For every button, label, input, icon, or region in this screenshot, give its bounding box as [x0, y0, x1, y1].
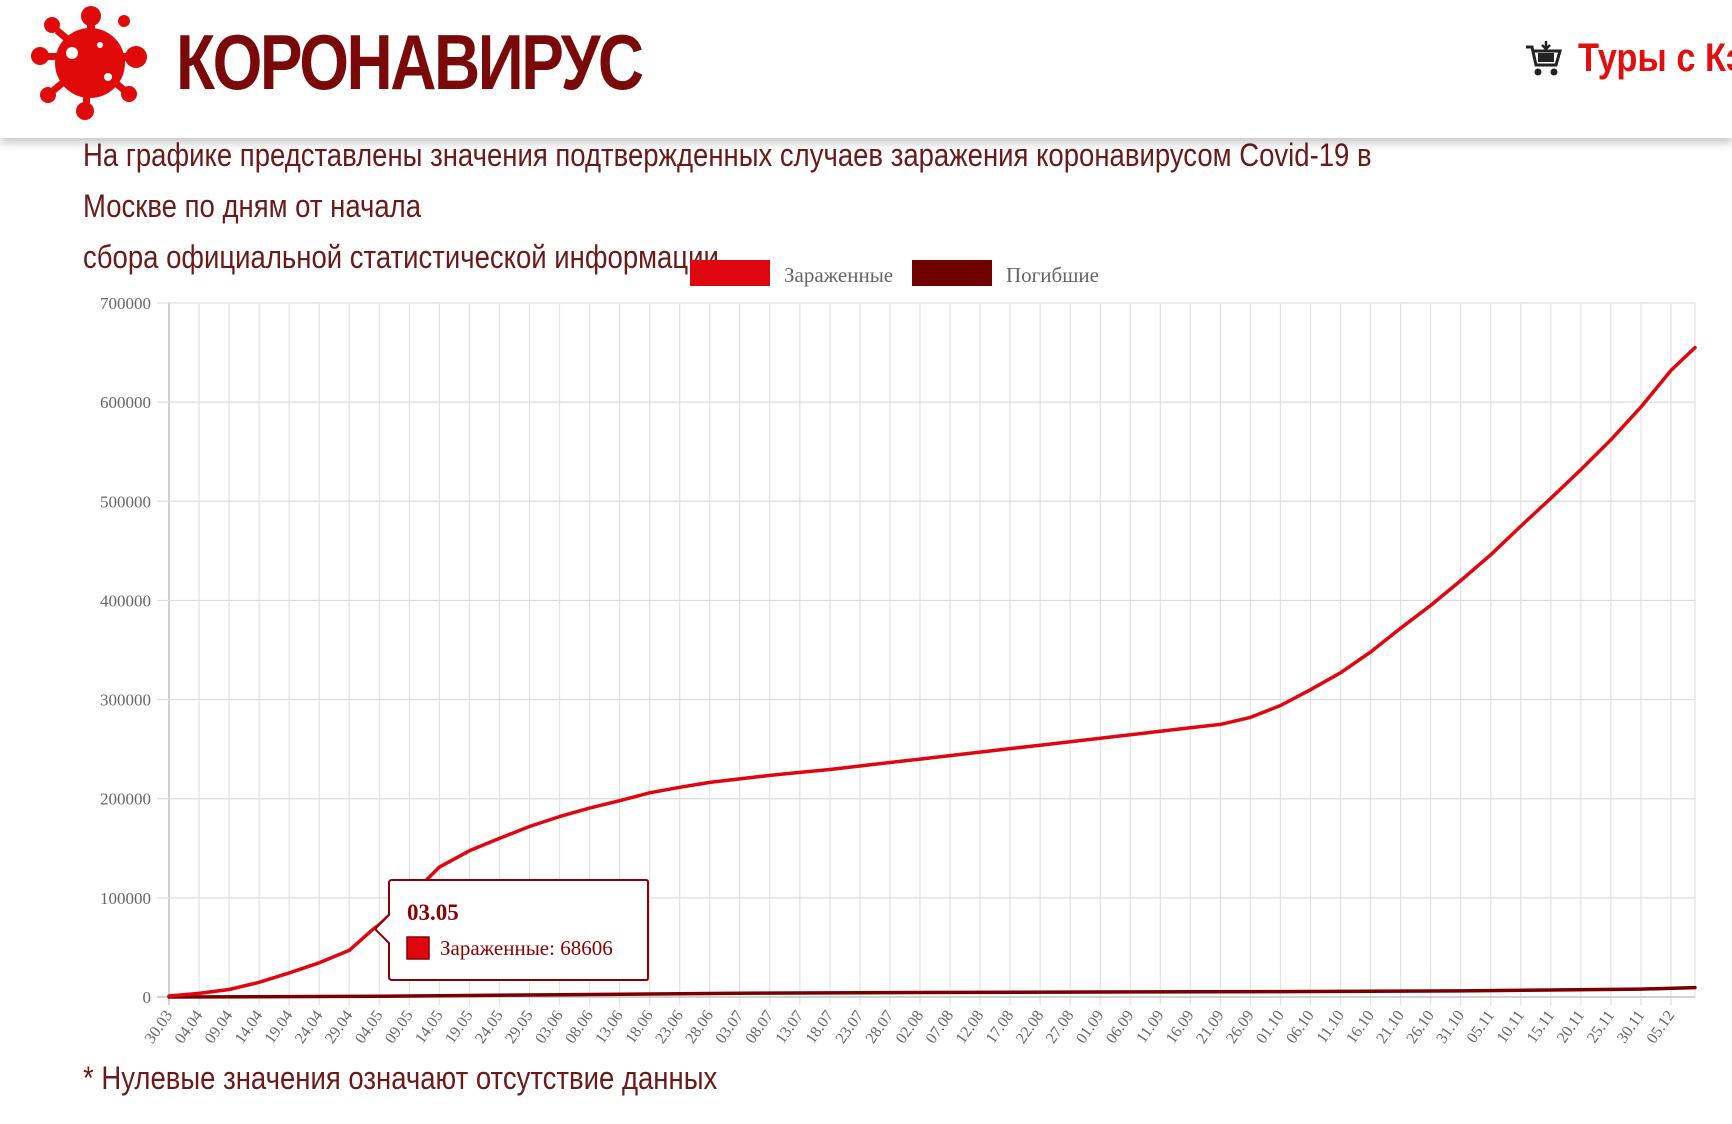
- legend-label-deaths[interactable]: Погибшие: [1006, 263, 1099, 287]
- x-tick-label: 24.04: [292, 1008, 327, 1047]
- chart-tooltip: 03.05 Зараженные: 68606: [373, 879, 649, 981]
- x-tick-label: 30.03: [142, 1008, 177, 1047]
- x-tick-label: 01.09: [1073, 1008, 1108, 1047]
- y-axis-tick-labels: 0 100000 200000 300000 400000 500000 600000 700…: [100, 294, 151, 1007]
- x-tick-label: 09.05: [382, 1008, 417, 1047]
- x-tick-label: 11.10: [1314, 1008, 1348, 1047]
- x-tick-label: 21.10: [1373, 1008, 1408, 1047]
- x-tick-label: 16.09: [1163, 1008, 1198, 1047]
- tooltip-box: [373, 879, 649, 981]
- x-tick-label: 11.09: [1133, 1008, 1167, 1047]
- x-axis-tick-labels: 30.0304.0409.0414.0419.0424.0429.0404.05…: [142, 1008, 1679, 1047]
- x-tick-label: 26.10: [1403, 1008, 1438, 1047]
- chart-description: На графике представлены значения подтвер…: [83, 130, 1468, 283]
- x-tick-label: 07.08: [923, 1008, 958, 1047]
- x-tick-label: 28.06: [682, 1008, 717, 1047]
- description-line-1: На графике представлены значения подтвер…: [83, 137, 1372, 224]
- x-tick-label: 05.12: [1644, 1008, 1679, 1047]
- x-tick-label: 08.06: [562, 1008, 597, 1047]
- x-tick-label: 27.08: [1043, 1008, 1078, 1047]
- x-tick-label: 06.09: [1103, 1008, 1138, 1047]
- x-tick-label: 08.07: [742, 1008, 777, 1047]
- x-tick-label: 19.05: [442, 1008, 477, 1047]
- x-tick-label: 17.08: [983, 1008, 1018, 1047]
- description-line-2: сбора официальной статистической информа…: [83, 239, 727, 275]
- footnote: * Нулевые значения означают отсутствие д…: [83, 1060, 718, 1096]
- x-tick-label: 18.07: [803, 1008, 838, 1047]
- tours-link[interactable]: Туры с Кэш: [1524, 36, 1732, 81]
- y-tick-label: 600000: [100, 393, 151, 412]
- x-tick-label: 12.08: [953, 1008, 988, 1047]
- x-tick-label: 01.10: [1253, 1008, 1288, 1047]
- x-tick-label: 24.05: [472, 1008, 507, 1047]
- y-tick-label: 100000: [100, 889, 151, 908]
- x-tick-label: 10.11: [1494, 1008, 1528, 1047]
- x-tick-label: 03.06: [532, 1008, 567, 1047]
- x-tick-label: 20.11: [1554, 1008, 1588, 1047]
- x-tick-label: 02.08: [893, 1008, 928, 1047]
- tooltip-swatch: [406, 936, 430, 960]
- y-tick-label: 400000: [100, 591, 151, 610]
- tooltip-title: 03.05: [407, 900, 459, 925]
- legend-swatch-infected[interactable]: [690, 260, 770, 286]
- x-tick-label: 03.07: [712, 1008, 747, 1047]
- x-tick-label: 29.05: [502, 1008, 537, 1047]
- site-header: КОРОНАВИРУС Туры с Кэш: [0, 0, 1732, 138]
- x-tick-label: 14.05: [412, 1008, 447, 1047]
- cart-icon: [1526, 40, 1562, 75]
- chart-legend: Зараженные Погибшие: [690, 260, 1099, 287]
- virus-logo-icon[interactable]: [30, 5, 150, 123]
- x-tick-label: 31.10: [1433, 1008, 1468, 1047]
- x-tick-label: 21.09: [1193, 1008, 1228, 1047]
- x-tick-label: 14.04: [232, 1008, 267, 1047]
- x-tick-label: 16.10: [1343, 1008, 1378, 1047]
- x-tick-label: 23.07: [833, 1008, 868, 1047]
- y-tick-label: 700000: [100, 294, 151, 313]
- y-tick-label: 300000: [100, 691, 151, 710]
- x-tick-label: 05.11: [1464, 1008, 1498, 1047]
- y-tick-label: 500000: [100, 492, 151, 511]
- x-tick-label: 13.06: [592, 1008, 627, 1047]
- site-title[interactable]: КОРОНАВИРУС: [176, 18, 644, 106]
- x-tick-label: 30.11: [1614, 1008, 1648, 1047]
- x-tick-label: 26.09: [1223, 1008, 1258, 1047]
- x-tick-label: 23.06: [652, 1008, 687, 1047]
- x-tick-label: 06.10: [1283, 1008, 1318, 1047]
- y-tick-label: 200000: [100, 790, 151, 809]
- horizontal-gridlines: [157, 302, 1695, 998]
- tooltip-value: Зараженные: 68606: [440, 936, 613, 960]
- x-tick-label: 22.08: [1013, 1008, 1048, 1047]
- x-tick-label: 29.04: [322, 1008, 357, 1047]
- legend-label-infected[interactable]: Зараженные: [784, 263, 893, 287]
- legend-swatch-deaths[interactable]: [912, 260, 992, 286]
- x-tick-label: 09.04: [202, 1008, 237, 1047]
- series-line-deaths[interactable]: [167, 985, 1697, 999]
- x-tick-label: 04.04: [172, 1008, 207, 1047]
- cases-chart: Зараженные Погибшие 0 100000 200000 300000 4…: [100, 260, 1697, 1047]
- vertical-gridlines: [168, 303, 1696, 1005]
- x-tick-label: 25.11: [1584, 1008, 1618, 1047]
- x-tick-label: 28.07: [863, 1008, 898, 1047]
- x-tick-label: 04.05: [352, 1008, 387, 1047]
- y-tick-label: 0: [143, 988, 152, 1007]
- x-tick-label: 13.07: [773, 1008, 808, 1047]
- x-tick-label: 18.06: [622, 1008, 657, 1047]
- x-tick-label: 19.04: [262, 1008, 297, 1047]
- tours-link-label[interactable]: Туры с Кэш: [1578, 36, 1732, 80]
- x-tick-label: 15.11: [1524, 1008, 1558, 1047]
